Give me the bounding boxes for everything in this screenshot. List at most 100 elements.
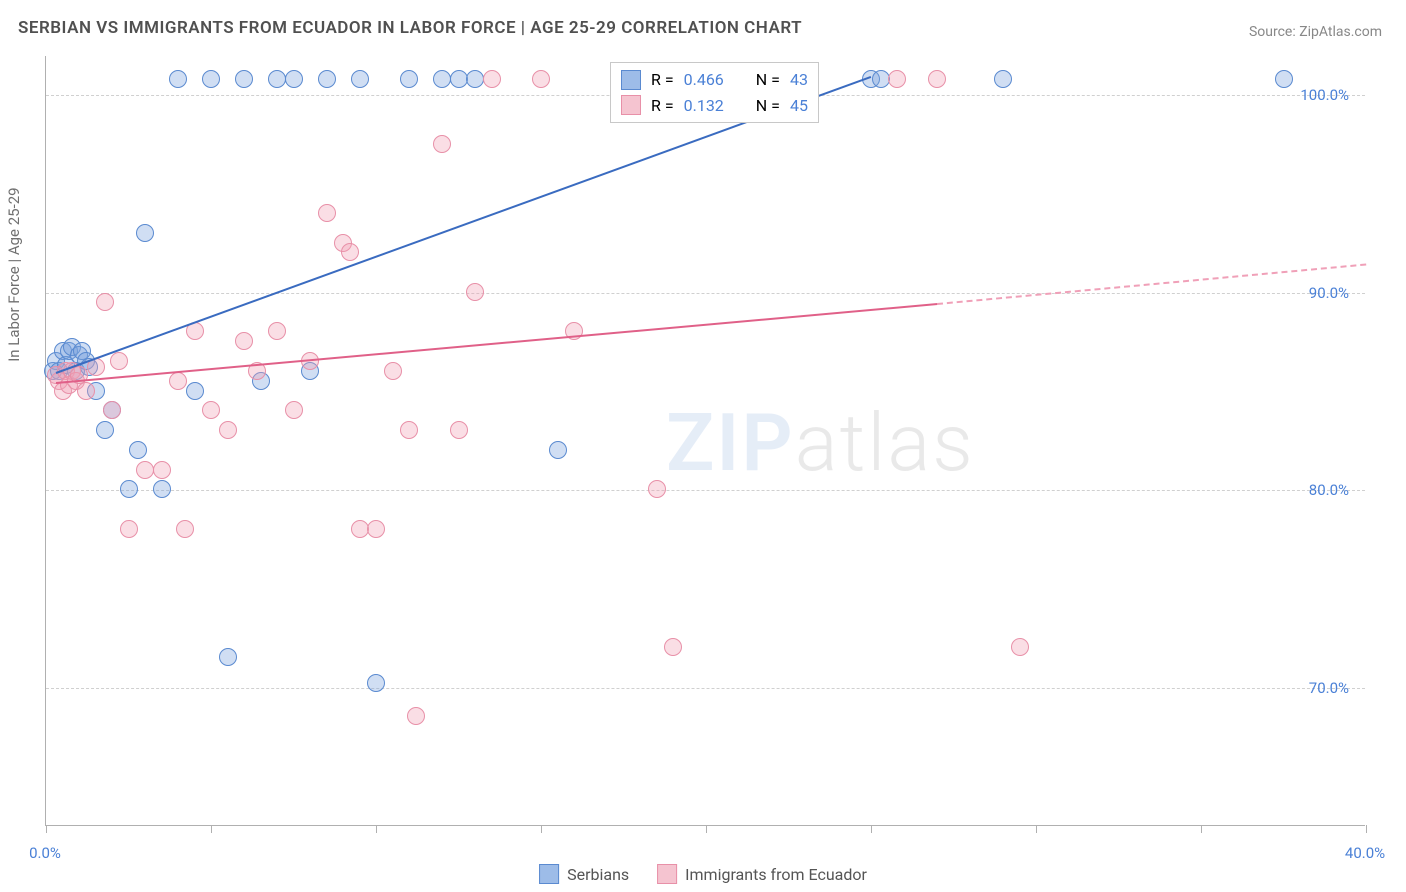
- xtick-label: 0.0%: [29, 844, 61, 862]
- data-point: [169, 372, 187, 390]
- stats-r-label: R =: [651, 93, 674, 119]
- stats-r-val-1: 0.466: [684, 67, 724, 93]
- data-point: [129, 441, 147, 459]
- data-point: [268, 70, 286, 88]
- ytick-label: 80.0%: [1309, 481, 1349, 499]
- legend-label-ecuador: Immigrants from Ecuador: [685, 865, 867, 884]
- data-point: [219, 421, 237, 439]
- gridline: [46, 688, 1365, 689]
- data-point: [219, 648, 237, 666]
- data-point: [103, 401, 121, 419]
- stats-r-val-2: 0.132: [684, 93, 724, 119]
- data-point: [433, 135, 451, 153]
- data-point: [433, 70, 451, 88]
- data-point: [400, 70, 418, 88]
- xtick: [376, 825, 377, 833]
- data-point: [235, 332, 253, 350]
- data-point: [110, 352, 128, 370]
- data-point: [351, 520, 369, 538]
- data-point: [367, 520, 385, 538]
- data-point: [466, 70, 484, 88]
- legend-item-ecuador: Immigrants from Ecuador: [657, 864, 867, 884]
- watermark: ZIPatlas: [666, 396, 975, 490]
- xtick: [541, 825, 542, 833]
- stats-row-2: R = 0.132 N = 45: [621, 93, 808, 119]
- plot-area: ZIPatlas 70.0% 80.0% 90.0% 100.0%: [45, 56, 1365, 826]
- legend-item-serbians: Serbians: [539, 864, 629, 884]
- data-point: [928, 70, 946, 88]
- data-point: [450, 70, 468, 88]
- data-point: [136, 461, 154, 479]
- xtick: [1201, 825, 1202, 833]
- xtick-label: 40.0%: [1345, 844, 1385, 862]
- data-point: [407, 707, 425, 725]
- data-point: [351, 70, 369, 88]
- data-point: [136, 224, 154, 242]
- data-point: [235, 70, 253, 88]
- data-point: [888, 70, 906, 88]
- regression-line: [937, 263, 1366, 304]
- stats-r-label: R =: [651, 67, 674, 93]
- xtick: [706, 825, 707, 833]
- swatch-ecuador: [621, 95, 641, 115]
- source-label: Source: ZipAtlas.com: [1249, 24, 1382, 40]
- data-point: [1275, 70, 1293, 88]
- swatch-serbians: [621, 70, 641, 90]
- legend: Serbians Immigrants from Ecuador: [539, 864, 867, 884]
- xtick: [1036, 825, 1037, 833]
- data-point: [549, 441, 567, 459]
- data-point: [648, 480, 666, 498]
- gridline: [46, 293, 1365, 294]
- data-point: [96, 293, 114, 311]
- data-point: [202, 401, 220, 419]
- data-point: [994, 70, 1012, 88]
- xtick: [1366, 825, 1367, 833]
- regression-line: [56, 303, 937, 384]
- xtick: [46, 825, 47, 833]
- data-point: [450, 421, 468, 439]
- data-point: [318, 204, 336, 222]
- data-point: [466, 283, 484, 301]
- watermark-atlas: atlas: [795, 396, 975, 490]
- chart-title: SERBIAN VS IMMIGRANTS FROM ECUADOR IN LA…: [18, 18, 802, 38]
- data-point: [120, 480, 138, 498]
- data-point: [268, 322, 286, 340]
- stats-n-val-1: 43: [790, 67, 808, 93]
- data-point: [176, 520, 194, 538]
- xtick: [871, 825, 872, 833]
- data-point: [186, 382, 204, 400]
- data-point: [318, 70, 336, 88]
- data-point: [77, 382, 95, 400]
- data-point: [384, 362, 402, 380]
- data-point: [202, 70, 220, 88]
- ytick-label: 100.0%: [1300, 86, 1349, 104]
- data-point: [285, 70, 303, 88]
- legend-label-serbians: Serbians: [567, 865, 629, 884]
- data-point: [285, 401, 303, 419]
- legend-swatch-serbians: [539, 864, 559, 884]
- data-point: [169, 70, 187, 88]
- xtick: [211, 825, 212, 833]
- data-point: [120, 520, 138, 538]
- legend-swatch-ecuador: [657, 864, 677, 884]
- data-point: [483, 70, 501, 88]
- ytick-label: 90.0%: [1309, 284, 1349, 302]
- data-point: [153, 461, 171, 479]
- data-point: [367, 674, 385, 692]
- stats-n-label: N =: [756, 93, 780, 119]
- stats-n-val-2: 45: [790, 93, 808, 119]
- stats-row-1: R = 0.466 N = 43: [621, 67, 808, 93]
- y-axis-label: In Labor Force | Age 25-29: [5, 187, 23, 361]
- data-point: [664, 638, 682, 656]
- data-point: [532, 70, 550, 88]
- data-point: [872, 70, 890, 88]
- data-point: [341, 243, 359, 261]
- data-point: [96, 421, 114, 439]
- watermark-zip: ZIP: [666, 396, 795, 490]
- ytick-label: 70.0%: [1309, 679, 1349, 697]
- data-point: [400, 421, 418, 439]
- gridline: [46, 490, 1365, 491]
- data-point: [1011, 638, 1029, 656]
- stats-n-label: N =: [756, 67, 780, 93]
- data-point: [153, 480, 171, 498]
